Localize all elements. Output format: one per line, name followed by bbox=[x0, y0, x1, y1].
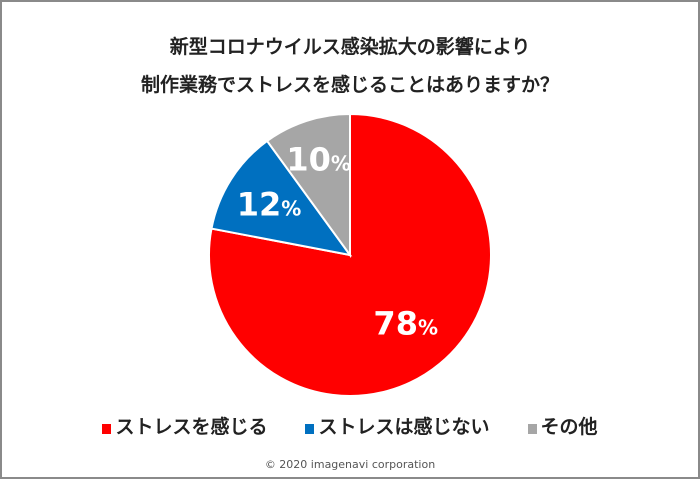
copyright-footer: © 2020 imagenavi corporation bbox=[264, 458, 436, 471]
legend-item: その他 bbox=[527, 412, 598, 439]
chart-title-line-2: 制作業務でストレスを感じることはありますか？ bbox=[140, 74, 559, 96]
legend-label: ストレスは感じない bbox=[318, 416, 490, 438]
legend-label: その他 bbox=[540, 416, 598, 438]
chart-title-line-1: 新型コロナウイルス感染拡大の影響により bbox=[169, 36, 531, 58]
legend-swatch bbox=[527, 423, 537, 434]
legend-item: ストレスを感じる bbox=[102, 412, 267, 439]
legend-item: ストレスは感じない bbox=[305, 412, 490, 439]
pie-slice bbox=[265, 112, 351, 259]
pie-slice bbox=[210, 139, 353, 257]
legend-swatch bbox=[102, 423, 112, 434]
legend-swatch bbox=[305, 423, 315, 434]
legend-label: ストレスを感じる bbox=[115, 416, 268, 438]
legend: ストレスを感じる ストレスは感じない その他 bbox=[2, 412, 698, 439]
